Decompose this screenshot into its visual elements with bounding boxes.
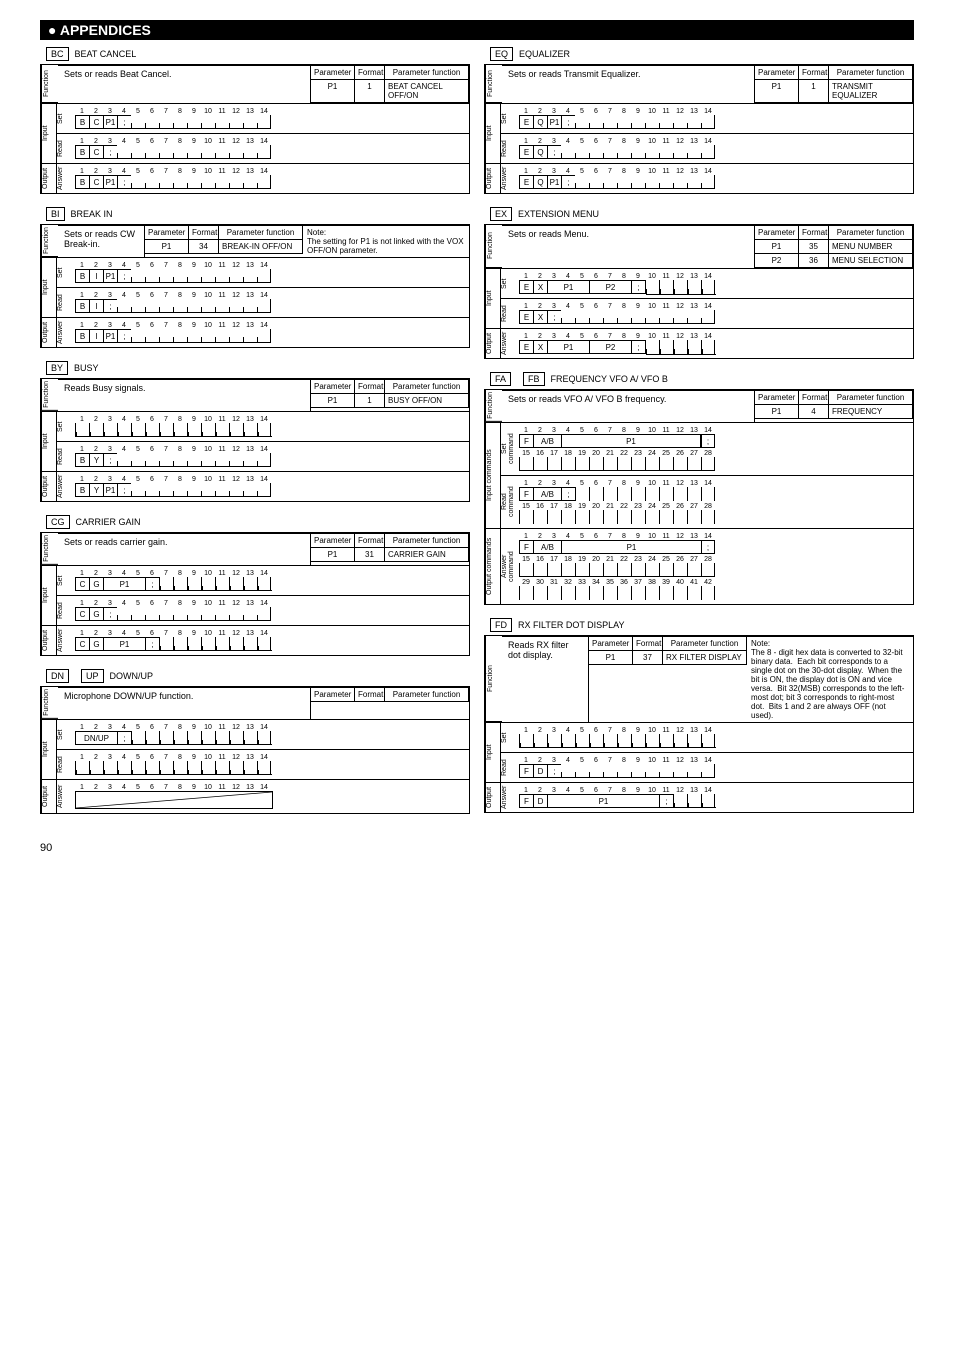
page-title: APPENDICES	[60, 22, 151, 38]
page-number: 90	[40, 842, 914, 854]
command-DN: DNUPDOWN/UP	[40, 666, 470, 686]
command-BI: BIBREAK IN	[40, 204, 470, 224]
command-CG: CGCARRIER GAIN	[40, 512, 470, 532]
command-EX: EXEXTENSION MENU	[484, 204, 914, 224]
bullet: ●	[48, 22, 56, 38]
command-BY: BYBUSY	[40, 358, 470, 378]
command-BC: BCBEAT CANCEL	[40, 44, 470, 64]
command-FD: FDRX FILTER DOT DISPLAY	[484, 615, 914, 635]
command-EQ: EQEQUALIZER	[484, 44, 914, 64]
command-FA: FAFBFREQUENCY VFO A/ VFO B	[484, 369, 914, 389]
